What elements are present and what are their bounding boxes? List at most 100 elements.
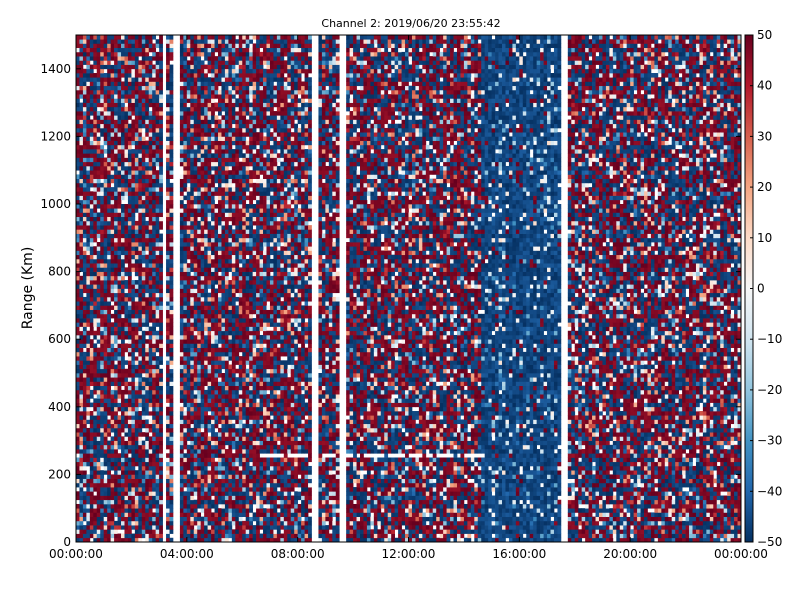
heatmap-cell — [104, 208, 108, 213]
heatmap-cell — [107, 120, 111, 125]
heatmap-cell — [128, 107, 132, 112]
heatmap-cell — [79, 187, 83, 192]
heatmap-cell — [79, 39, 83, 44]
heatmap-cell — [104, 390, 108, 395]
heatmap-cell — [76, 407, 80, 412]
heatmap-cell — [128, 229, 132, 234]
heatmap-cell — [111, 369, 115, 374]
heatmap-cell — [76, 479, 80, 484]
heatmap-cell — [93, 310, 97, 315]
heatmap-cell — [131, 149, 135, 154]
heatmap-cell — [111, 449, 115, 454]
heatmap-cell — [107, 479, 111, 484]
heatmap-cell — [79, 149, 83, 154]
heatmap-cell — [121, 415, 125, 420]
heatmap-cell — [93, 479, 97, 484]
heatmap-cell — [128, 69, 132, 74]
heatmap-cell — [124, 217, 128, 222]
heatmap-cell — [107, 162, 111, 167]
heatmap-cell — [111, 149, 115, 154]
heatmap-cell — [124, 98, 128, 103]
heatmap-cell — [76, 445, 80, 450]
heatmap-cell — [86, 187, 90, 192]
heatmap-cell — [97, 43, 101, 48]
heatmap-cell — [90, 149, 94, 154]
heatmap-cell — [90, 369, 94, 374]
heatmap-cell — [114, 132, 118, 137]
heatmap-cell — [100, 43, 104, 48]
heatmap-cell — [131, 293, 135, 298]
heatmap-cell — [90, 39, 94, 44]
heatmap-cell — [128, 174, 132, 179]
heatmap-cell — [83, 217, 87, 222]
heatmap-cell — [93, 73, 97, 78]
heatmap-cell — [124, 81, 128, 86]
heatmap-cell — [114, 43, 118, 48]
heatmap-cell — [90, 73, 94, 78]
heatmap-cell — [128, 132, 132, 137]
heatmap-cell — [124, 158, 128, 163]
heatmap-cell — [124, 504, 128, 509]
heatmap-cell — [124, 466, 128, 471]
heatmap-cell — [93, 403, 97, 408]
heatmap-cell — [128, 289, 132, 294]
heatmap-cell — [118, 153, 122, 158]
heatmap-cell — [83, 124, 87, 129]
heatmap-cell — [111, 65, 115, 70]
heatmap-cell — [111, 242, 115, 247]
heatmap-cell — [114, 234, 118, 239]
heatmap-cell — [100, 56, 104, 61]
heatmap-cell — [86, 77, 90, 82]
heatmap-cell — [114, 394, 118, 399]
heatmap-cell — [128, 377, 132, 382]
heatmap-cell — [83, 318, 87, 323]
heatmap-cell — [86, 149, 90, 154]
heatmap-cell — [79, 293, 83, 298]
heatmap-cell — [97, 86, 101, 91]
heatmap-cell — [121, 411, 125, 416]
heatmap-cell — [86, 272, 90, 277]
heatmap-cell — [128, 335, 132, 340]
heatmap-cell — [128, 259, 132, 264]
heatmap-cell — [111, 529, 115, 534]
heatmap-cell — [124, 390, 128, 395]
heatmap-cell — [138, 487, 142, 492]
heatmap-cell — [83, 458, 87, 463]
heatmap-cell — [104, 103, 108, 108]
heatmap-cell — [118, 453, 122, 458]
heatmap-cell — [121, 474, 125, 479]
heatmap-cell — [97, 242, 101, 247]
heatmap-cell — [90, 343, 94, 348]
heatmap-cell — [124, 521, 128, 526]
heatmap-cell — [86, 81, 90, 86]
heatmap-cell — [124, 314, 128, 319]
heatmap-cell — [97, 158, 101, 163]
heatmap-cell — [83, 424, 87, 429]
heatmap-cell — [124, 52, 128, 57]
heatmap-cell — [79, 56, 83, 61]
heatmap-cell — [121, 158, 125, 163]
heatmap-cell — [93, 204, 97, 209]
heatmap-cell — [86, 170, 90, 175]
heatmap-cell — [131, 52, 135, 57]
heatmap-cell — [107, 360, 111, 365]
heatmap-cell — [118, 149, 122, 154]
heatmap-cell — [83, 289, 87, 294]
heatmap-cell — [131, 120, 135, 125]
heatmap-cell — [76, 462, 80, 467]
heatmap-cell — [124, 403, 128, 408]
heatmap-cell — [114, 183, 118, 188]
heatmap-cell — [86, 94, 90, 99]
heatmap-cell — [97, 69, 101, 74]
heatmap-cell — [86, 458, 90, 463]
heatmap-cell — [128, 238, 132, 243]
heatmap-cell — [111, 187, 115, 192]
heatmap-cell — [104, 348, 108, 353]
heatmap-cell — [138, 534, 142, 539]
heatmap-cell — [100, 377, 104, 382]
heatmap-cell — [107, 267, 111, 272]
heatmap-cell — [90, 267, 94, 272]
heatmap-cell — [83, 428, 87, 433]
heatmap-cell — [100, 293, 104, 298]
heatmap-cell — [138, 191, 142, 196]
